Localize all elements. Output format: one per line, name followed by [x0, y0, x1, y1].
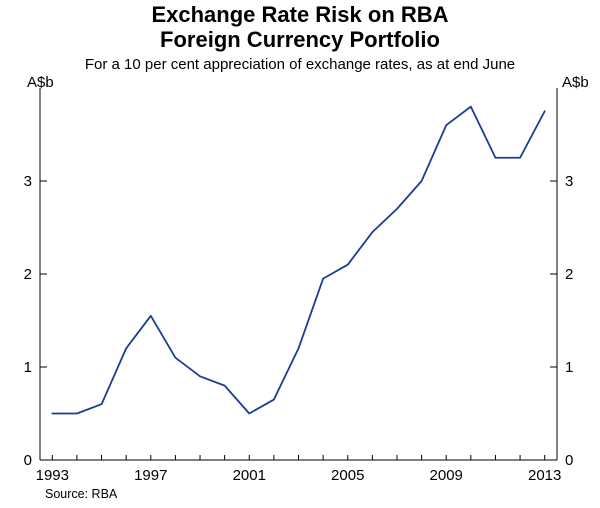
- y-tick-label-right: 0: [565, 452, 573, 469]
- axis-ticks: [40, 180, 557, 461]
- x-tick-label: 2001: [233, 467, 266, 484]
- chart-title-line2: Foreign Currency Portfolio: [160, 27, 440, 52]
- chart-subtitle: For a 10 per cent appreciation of exchan…: [84, 56, 516, 73]
- chart-title-line1: Exchange Rate Risk on RBA: [151, 2, 449, 27]
- y-tick-label-left: 0: [24, 452, 32, 469]
- x-tick-label: 2009: [430, 467, 463, 484]
- y-tick-label-right: 1: [565, 359, 573, 376]
- x-tick-label: 1993: [36, 467, 69, 484]
- y-tick-label-right: 3: [565, 173, 573, 190]
- y-axis-unit-right: A$b: [562, 74, 589, 91]
- data-series-line: [51, 105, 546, 415]
- chart-title: Exchange Rate Risk on RBA Foreign Curren…: [0, 2, 600, 52]
- axis-tick-labels: 0 0 1 1 2 2 3 3 1993 1997 2001 2005 2009 2013: [24, 173, 574, 484]
- source-note: Source: RBA: [45, 487, 118, 501]
- y-tick-label-left: 3: [24, 173, 32, 190]
- x-tick-label: 2005: [331, 467, 364, 484]
- y-axis-unit-left: A$b: [27, 74, 54, 91]
- x-tick-label: 2013: [528, 467, 561, 484]
- y-tick-label-left: 1: [24, 359, 32, 376]
- y-tick-label-right: 2: [565, 266, 573, 283]
- x-tick-label: 1997: [134, 467, 167, 484]
- y-tick-label-left: 2: [24, 266, 32, 283]
